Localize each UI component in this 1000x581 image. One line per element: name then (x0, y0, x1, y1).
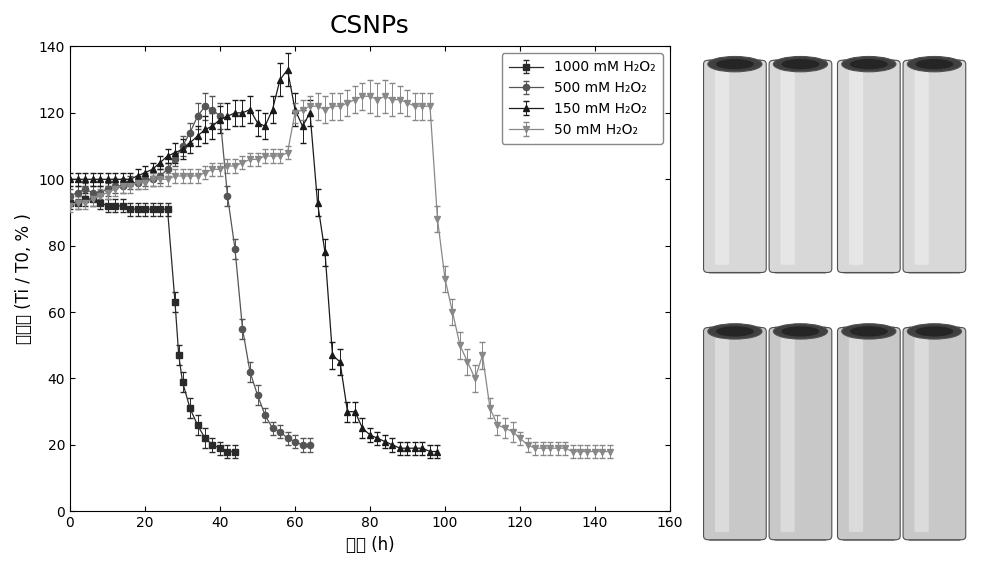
Y-axis label: 透过率 (Ti / T0, % ): 透过率 (Ti / T0, % ) (15, 213, 33, 345)
Ellipse shape (716, 59, 754, 69)
Ellipse shape (907, 56, 961, 72)
FancyBboxPatch shape (849, 70, 863, 265)
FancyBboxPatch shape (903, 60, 966, 272)
FancyBboxPatch shape (708, 59, 762, 274)
Ellipse shape (773, 56, 828, 72)
X-axis label: 时间 (h): 时间 (h) (346, 536, 394, 554)
Ellipse shape (850, 327, 888, 336)
Ellipse shape (708, 324, 762, 339)
FancyBboxPatch shape (704, 60, 766, 272)
FancyBboxPatch shape (842, 327, 896, 541)
FancyBboxPatch shape (704, 328, 766, 540)
FancyBboxPatch shape (769, 328, 832, 540)
Ellipse shape (716, 327, 754, 336)
Legend: 1000 mM H₂O₂, 500 mM H₂O₂, 150 mM H₂O₂, 50 mM H₂O₂: 1000 mM H₂O₂, 500 mM H₂O₂, 150 mM H₂O₂, … (502, 53, 663, 144)
FancyBboxPatch shape (838, 328, 900, 540)
Ellipse shape (781, 59, 819, 69)
FancyBboxPatch shape (715, 338, 729, 532)
Ellipse shape (850, 59, 888, 69)
Ellipse shape (773, 324, 828, 339)
Title: CSNPs: CSNPs (330, 13, 410, 38)
Ellipse shape (781, 327, 819, 336)
FancyBboxPatch shape (773, 327, 828, 541)
Ellipse shape (842, 324, 896, 339)
FancyBboxPatch shape (780, 70, 795, 265)
Text: 6d: 6d (709, 311, 727, 324)
FancyBboxPatch shape (773, 59, 828, 274)
FancyBboxPatch shape (769, 60, 832, 272)
FancyBboxPatch shape (842, 59, 896, 274)
Ellipse shape (915, 59, 953, 69)
FancyBboxPatch shape (838, 60, 900, 272)
FancyBboxPatch shape (914, 70, 929, 265)
FancyBboxPatch shape (903, 328, 966, 540)
FancyBboxPatch shape (849, 338, 863, 532)
FancyBboxPatch shape (907, 327, 961, 541)
Ellipse shape (842, 56, 896, 72)
Ellipse shape (708, 56, 762, 72)
FancyBboxPatch shape (708, 327, 762, 541)
Ellipse shape (915, 327, 953, 336)
Ellipse shape (907, 324, 961, 339)
Text: 0d: 0d (709, 44, 727, 57)
FancyBboxPatch shape (907, 59, 961, 274)
FancyBboxPatch shape (914, 338, 929, 532)
FancyBboxPatch shape (780, 338, 795, 532)
FancyBboxPatch shape (715, 70, 729, 265)
